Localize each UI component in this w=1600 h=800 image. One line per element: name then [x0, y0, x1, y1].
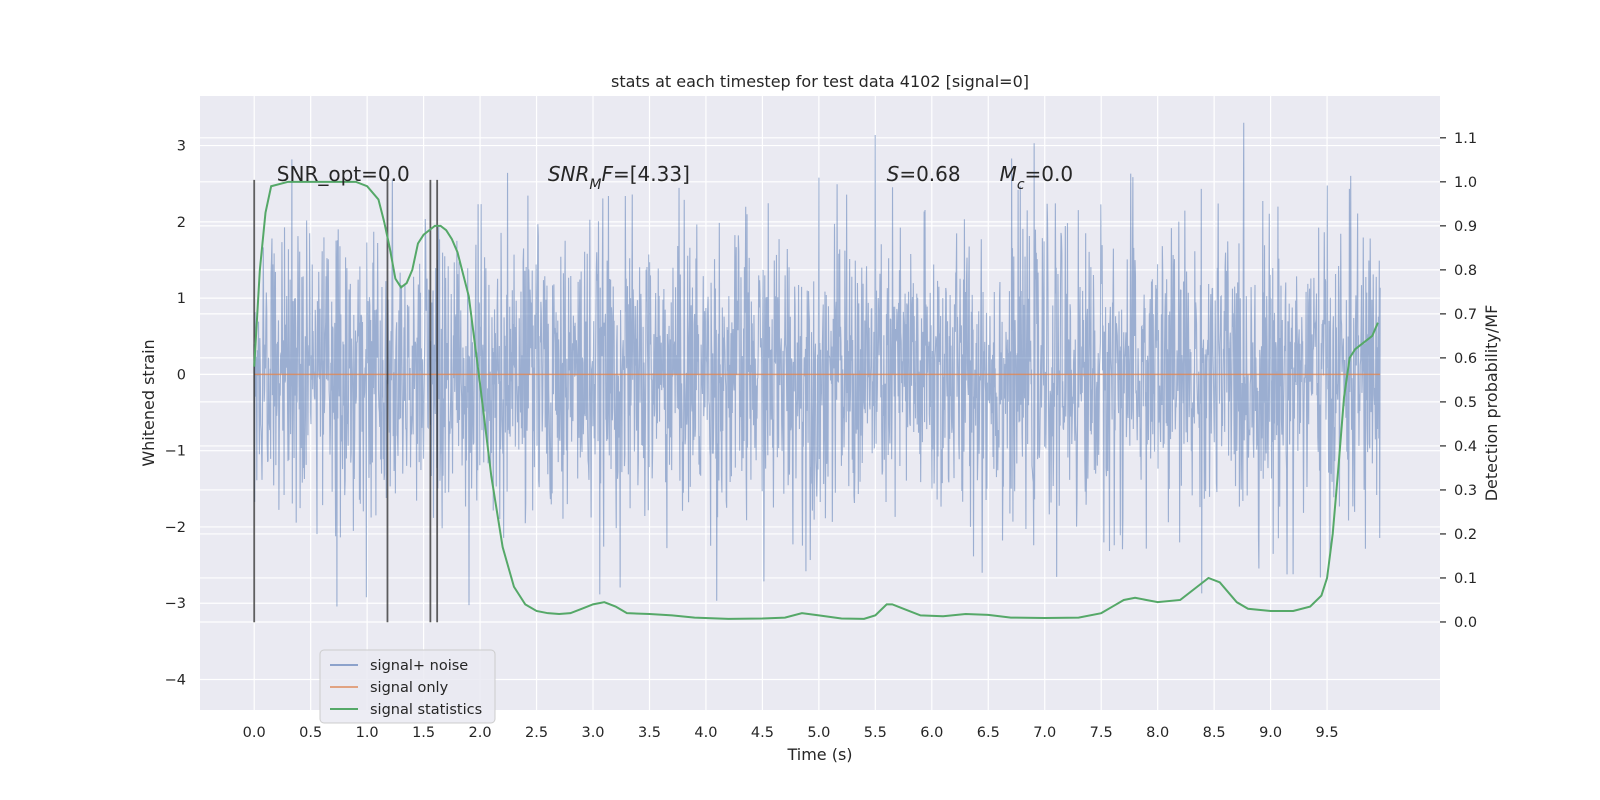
- annotation-0: SNR_opt=0.0: [277, 162, 410, 186]
- annotation-2: S=0.68: [887, 162, 961, 186]
- x-tick-label: 3.0: [581, 725, 604, 741]
- y-right-tick-label: 1.0: [1454, 175, 1477, 191]
- annotation-1: SNRMF=[4.33]: [548, 162, 690, 193]
- legend: signal+ noise signal only signal statist…: [319, 649, 496, 724]
- x-tick-label: 3.5: [638, 725, 661, 741]
- y-left-axis-ticks: 3 2 1 0 −1 −2 −3 −4: [165, 139, 186, 689]
- x-tick-label: 2.0: [469, 725, 492, 741]
- y-right-axis-label: Detection probability/MF: [1482, 305, 1501, 502]
- signal-statistics-line: [253, 180, 1379, 620]
- x-tick-label: 2.5: [525, 725, 548, 741]
- x-axis-label: Time (s): [786, 745, 852, 764]
- x-tick-label: 9.5: [1316, 725, 1339, 741]
- y-left-tick-label: 3: [177, 139, 186, 155]
- x-tick-label: 5.0: [807, 725, 830, 741]
- x-tick-label: 8.5: [1203, 725, 1226, 741]
- signal-plus-noise-series: [253, 122, 1381, 607]
- legend-label-signal-plus-noise: signal+ noise: [370, 658, 468, 674]
- x-tick-label: 1.5: [412, 725, 435, 741]
- x-tick-label: 4.5: [751, 725, 774, 741]
- signal-plus-noise-line: [253, 122, 1381, 607]
- y-left-tick-label: 1: [177, 291, 186, 307]
- legend-label-signal-statistics: signal statistics: [370, 702, 482, 718]
- y-right-tick-label: 1.1: [1454, 131, 1477, 147]
- y-left-tick-label: −4: [165, 672, 186, 688]
- y-left-tick-label: −1: [165, 444, 186, 460]
- y-right-tick-label: 0.2: [1454, 527, 1477, 543]
- x-tick-label: 5.5: [864, 725, 887, 741]
- y-right-tick-label: 0.8: [1454, 263, 1477, 279]
- annotations: SNR_opt=0.0 SNRMF=[4.33] S=0.68 Mc=0.0: [277, 162, 1073, 193]
- y-right-tick-label: 0.9: [1454, 219, 1477, 235]
- x-tick-label: 7.0: [1033, 725, 1056, 741]
- y-right-tick-label: 0.1: [1454, 571, 1477, 587]
- y-right-tick-label: 0.6: [1454, 351, 1477, 367]
- x-tick-label: 9.0: [1259, 725, 1282, 741]
- y-right-tick-label: 0.0: [1454, 615, 1477, 631]
- x-tick-label: 6.0: [920, 725, 943, 741]
- y-right-tick-label: 0.7: [1454, 307, 1477, 323]
- x-tick-label: 6.5: [977, 725, 1000, 741]
- y-left-tick-label: −2: [165, 520, 186, 536]
- y-right-axis-ticks: 1.1 1.0 0.9 0.8 0.7 0.6 0.5 0.4 0.3 0.2 0.1 0.0: [1440, 131, 1477, 631]
- chart-title: stats at each timestep for test data 410…: [611, 72, 1029, 91]
- x-axis-ticks: 0.0 0.5 1.0 1.5 2.0 2.5 3.0 3.5 4.0 4.5 5.0 5.5 6.0 6…: [243, 725, 1339, 741]
- x-tick-label: 0.5: [299, 725, 322, 741]
- legend-box: [319, 649, 496, 724]
- y-right-tick-label: 0.3: [1454, 483, 1477, 499]
- signal-statistics-series: [253, 180, 1379, 620]
- x-tick-label: 0.0: [243, 725, 266, 741]
- annotation-3: Mc=0.0: [1000, 162, 1074, 193]
- x-tick-label: 1.0: [356, 725, 379, 741]
- x-tick-label: 7.5: [1090, 725, 1113, 741]
- legend-label-signal-only: signal only: [370, 680, 449, 696]
- y-right-tick-label: 0.5: [1454, 395, 1477, 411]
- y-left-tick-label: 2: [177, 215, 186, 231]
- y-left-axis-label: Whitened strain: [139, 339, 158, 466]
- x-tick-label: 4.0: [694, 725, 717, 741]
- x-tick-label: 8.0: [1146, 725, 1169, 741]
- y-left-tick-label: −3: [165, 596, 186, 612]
- y-left-tick-label: 0: [177, 367, 186, 383]
- vertical-markers: [253, 179, 439, 623]
- y-right-tick-label: 0.4: [1454, 439, 1477, 455]
